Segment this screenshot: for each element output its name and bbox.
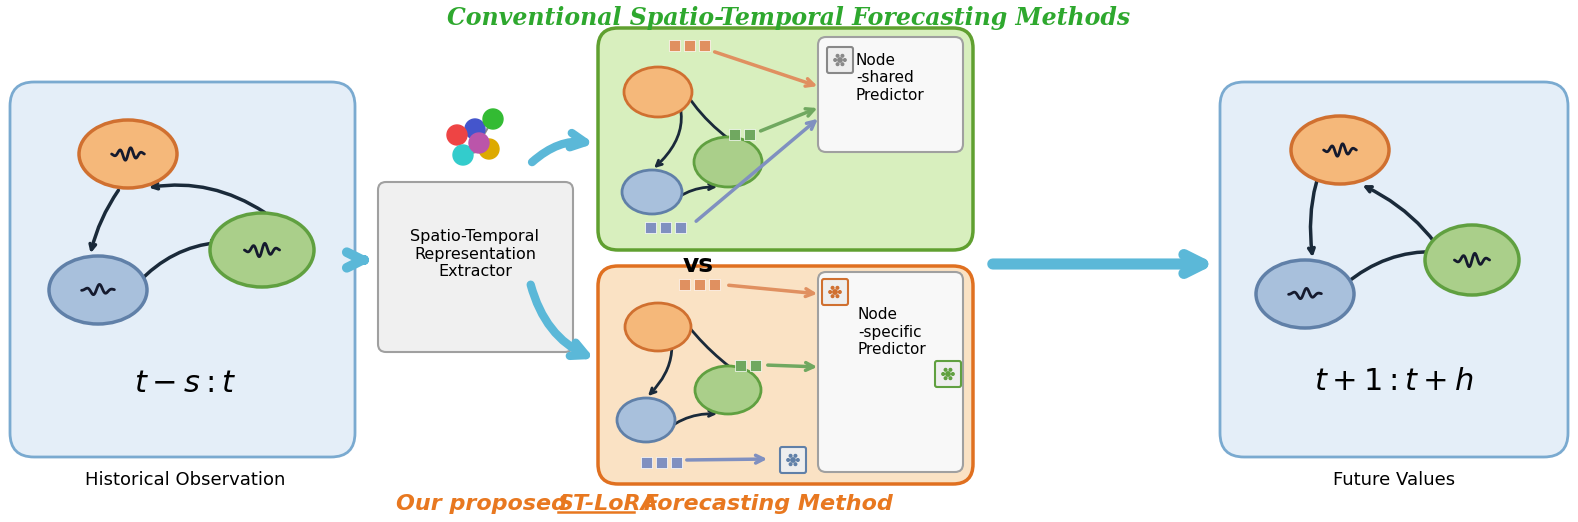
FancyBboxPatch shape — [694, 279, 705, 290]
Ellipse shape — [49, 256, 147, 324]
FancyBboxPatch shape — [9, 82, 355, 457]
Text: Historical Observation: Historical Observation — [85, 471, 286, 489]
FancyBboxPatch shape — [685, 40, 696, 51]
Circle shape — [836, 54, 839, 57]
Circle shape — [836, 287, 839, 289]
Circle shape — [480, 139, 499, 159]
Circle shape — [828, 291, 832, 293]
FancyBboxPatch shape — [817, 37, 963, 152]
Circle shape — [453, 145, 473, 165]
Ellipse shape — [694, 366, 761, 414]
FancyBboxPatch shape — [675, 221, 686, 232]
FancyBboxPatch shape — [780, 447, 806, 473]
FancyBboxPatch shape — [822, 279, 847, 305]
Text: ST-LoRA: ST-LoRA — [559, 494, 660, 514]
Circle shape — [791, 458, 795, 462]
Circle shape — [833, 290, 838, 294]
Circle shape — [787, 459, 789, 461]
Circle shape — [832, 287, 833, 289]
FancyBboxPatch shape — [645, 221, 656, 232]
FancyBboxPatch shape — [729, 128, 740, 139]
FancyBboxPatch shape — [672, 457, 683, 468]
FancyBboxPatch shape — [817, 272, 963, 472]
Text: Forecasting Method: Forecasting Method — [636, 494, 893, 514]
FancyBboxPatch shape — [735, 360, 746, 371]
Text: Our proposed: Our proposed — [396, 494, 574, 514]
Ellipse shape — [622, 170, 682, 214]
Circle shape — [836, 63, 839, 66]
Circle shape — [797, 459, 798, 461]
Ellipse shape — [625, 303, 691, 351]
Ellipse shape — [1291, 116, 1389, 184]
Circle shape — [789, 463, 792, 466]
Circle shape — [942, 373, 945, 375]
Text: Future Values: Future Values — [1333, 471, 1455, 489]
Text: $t-s:t$: $t-s:t$ — [134, 369, 237, 399]
Circle shape — [838, 58, 843, 62]
Text: vs: vs — [683, 253, 713, 277]
Circle shape — [833, 58, 836, 61]
Ellipse shape — [1425, 225, 1520, 295]
Circle shape — [794, 463, 797, 466]
Circle shape — [844, 58, 846, 61]
FancyBboxPatch shape — [710, 279, 721, 290]
Text: Node
-shared
Predictor: Node -shared Predictor — [855, 53, 925, 103]
FancyBboxPatch shape — [743, 128, 754, 139]
FancyBboxPatch shape — [598, 266, 974, 484]
Circle shape — [841, 54, 844, 57]
FancyBboxPatch shape — [642, 457, 652, 468]
FancyBboxPatch shape — [750, 360, 761, 371]
Circle shape — [466, 119, 484, 139]
Text: $t+1:t+h$: $t+1:t+h$ — [1314, 366, 1474, 397]
FancyBboxPatch shape — [669, 40, 680, 51]
Text: Spatio-Temporal
Representation
Extractor: Spatio-Temporal Representation Extractor — [410, 229, 540, 279]
FancyBboxPatch shape — [598, 28, 974, 250]
FancyBboxPatch shape — [827, 47, 854, 73]
Circle shape — [945, 372, 950, 376]
Circle shape — [789, 455, 792, 457]
Circle shape — [483, 109, 503, 129]
Ellipse shape — [623, 67, 693, 117]
Circle shape — [838, 291, 841, 293]
Circle shape — [836, 295, 839, 298]
Text: Conventional Spatio-Temporal Forecasting Methods: Conventional Spatio-Temporal Forecasting… — [448, 6, 1130, 30]
FancyBboxPatch shape — [936, 361, 961, 387]
FancyBboxPatch shape — [379, 182, 573, 352]
Ellipse shape — [1256, 260, 1354, 328]
Circle shape — [832, 295, 833, 298]
Ellipse shape — [694, 137, 762, 187]
Circle shape — [944, 377, 947, 379]
Circle shape — [447, 125, 467, 145]
Ellipse shape — [617, 398, 675, 442]
Circle shape — [944, 369, 947, 371]
FancyBboxPatch shape — [661, 221, 672, 232]
FancyBboxPatch shape — [680, 279, 691, 290]
FancyBboxPatch shape — [699, 40, 710, 51]
Circle shape — [841, 63, 844, 66]
Ellipse shape — [210, 213, 314, 287]
FancyBboxPatch shape — [656, 457, 667, 468]
Text: Node
-specific
Predictor: Node -specific Predictor — [858, 307, 926, 357]
Circle shape — [794, 455, 797, 457]
Ellipse shape — [79, 120, 177, 188]
FancyBboxPatch shape — [1220, 82, 1569, 457]
Circle shape — [948, 369, 952, 371]
Circle shape — [469, 133, 489, 153]
Circle shape — [952, 373, 955, 375]
Circle shape — [948, 377, 952, 379]
